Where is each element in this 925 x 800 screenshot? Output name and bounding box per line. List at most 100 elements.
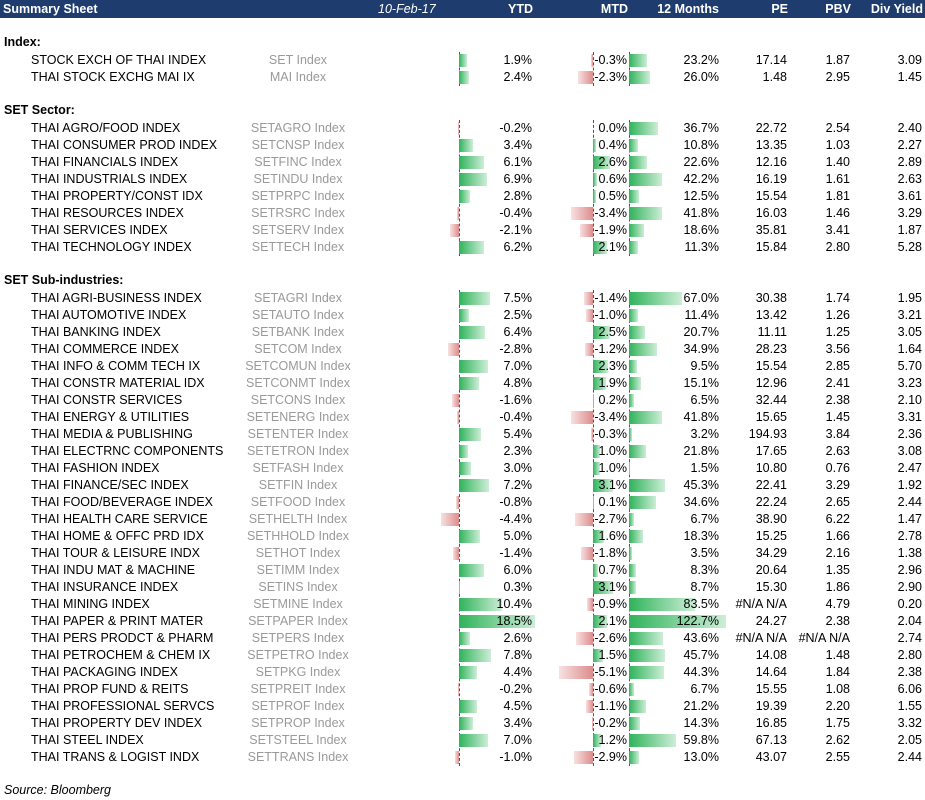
pbv-value: 1.61 (825, 172, 850, 186)
index-name: THAI BANKING INDEX (31, 325, 161, 339)
m12-bar (629, 462, 631, 475)
pe-value: 16.85 (755, 716, 787, 730)
index-ticker: SET Index (268, 53, 328, 67)
ytd-bar (453, 547, 459, 560)
table-row: THAI TOUR & LEISURE INDX SETHOT Index -1.4… (0, 545, 925, 562)
pbv-value: 3.84 (825, 427, 850, 441)
ytd-value: -4.4% (499, 512, 532, 526)
table-row: THAI PACKAGING INDEX SETPKG Index 4.4% -5.1… (0, 664, 925, 681)
pe-value: 28.23 (755, 342, 787, 356)
mtd-bar (583, 292, 593, 305)
index-name: THAI PROPERTY DEV INDEX (31, 716, 203, 730)
index-ticker: SETSERV Index (251, 223, 345, 237)
m12-bar (629, 700, 646, 713)
table-row: THAI PAPER & PRINT MATER SETPAPER Index 18… (0, 613, 925, 630)
pe-value: 16.19 (755, 172, 787, 186)
ytd-bar (459, 598, 502, 611)
ytd-value: 3.4% (503, 716, 533, 730)
mtd-value: 1.2% (598, 733, 628, 747)
ytd-bar (459, 139, 473, 152)
ytd-value: 6.1% (503, 155, 533, 169)
ytd-value: 4.4% (503, 665, 533, 679)
div-yield-value: 2.40 (897, 121, 922, 135)
index-name: THAI TRANS & LOGIST INDX (31, 750, 200, 764)
ytd-value: 0.3% (503, 580, 533, 594)
ytd-bar (459, 326, 486, 339)
index-name: THAI INDU MAT & MACHINE (31, 563, 196, 577)
ytd-bar (459, 649, 491, 662)
sheet-title: Summary Sheet (3, 2, 98, 16)
index-name: THAI HEALTH CARE SERVICE (31, 512, 208, 526)
ytd-bar (447, 343, 459, 356)
ytd-value: -1.0% (499, 750, 532, 764)
twelve-month-value: 8.7% (690, 580, 720, 594)
m12-bar (629, 445, 647, 458)
index-name: THAI CONSTR MATERIAL IDX (31, 376, 205, 390)
mtd-value: -1.8% (594, 546, 627, 560)
ytd-value: 6.9% (503, 172, 533, 186)
div-yield-value: 3.23 (897, 376, 922, 390)
pbv-value: 2.38 (825, 393, 850, 407)
ytd-bar (459, 173, 488, 186)
pe-value: 17.14 (755, 53, 787, 67)
mtd-value: 3.1% (598, 580, 628, 594)
twelve-month-value: 15.1% (683, 376, 719, 390)
index-name: THAI INDUSTRIALS INDEX (31, 172, 188, 186)
mtd-bar (570, 411, 593, 424)
mtd-bar (586, 309, 593, 322)
mtd-bar (593, 173, 597, 186)
index-ticker: MAI Index (269, 70, 327, 84)
table-row: THAI TRANS & LOGIST INDX SETTRANS Index -1… (0, 749, 925, 766)
pe-value: 15.65 (755, 410, 787, 424)
div-yield-value: 2.05 (897, 733, 922, 747)
pe-value: 38.90 (755, 512, 787, 526)
ytd-value: 6.2% (503, 240, 533, 254)
index-ticker: SETPROP Index (251, 716, 345, 730)
ytd-value: -0.2% (499, 121, 532, 135)
index-name: THAI FOOD/BEVERAGE INDEX (31, 495, 213, 509)
m12-bar (629, 377, 641, 390)
index-name: THAI FINANCIALS INDEX (31, 155, 179, 169)
m12-bar (629, 343, 657, 356)
twelve-month-value: 83.5% (683, 597, 719, 611)
div-yield-value: 2.90 (897, 580, 922, 594)
mtd-value: 0.6% (598, 172, 628, 186)
m12-bar (629, 751, 640, 764)
mtd-bar (593, 156, 611, 169)
pbv-value: 1.66 (825, 529, 850, 543)
table-row: THAI PETROCHEM & CHEM IX SETPETRO Index 7.… (0, 647, 925, 664)
twelve-month-value: 3.2% (690, 427, 720, 441)
mtd-value: 2.1% (598, 240, 628, 254)
index-ticker: SETSTEEL Index (249, 733, 347, 747)
twelve-month-value: 6.5% (690, 393, 720, 407)
ytd-value: 4.5% (503, 699, 533, 713)
pe-value: 22.41 (755, 478, 787, 492)
index-name: THAI TOUR & LEISURE INDX (31, 546, 201, 560)
mtd-value: 1.9% (598, 376, 628, 390)
index-ticker: SETPERS Index (251, 631, 345, 645)
ytd-bar (459, 700, 478, 713)
index-name: THAI PACKAGING INDEX (31, 665, 179, 679)
twelve-month-value: 43.6% (683, 631, 719, 645)
m12-bar (629, 530, 644, 543)
m12-bar (629, 241, 638, 254)
mtd-value: 0.0% (598, 121, 628, 135)
twelve-month-value: 11.4% (684, 308, 719, 322)
m12-bar (629, 411, 663, 424)
m12-bar (629, 564, 636, 577)
m12-bar (629, 581, 636, 594)
table-row: THAI TECHNOLOGY INDEX SETTECH Index 6.2% 2.… (0, 239, 925, 256)
ytd-bar (455, 496, 459, 509)
mtd-bar (593, 241, 607, 254)
pe-value: 35.81 (755, 223, 787, 237)
mtd-value: 2.5% (598, 325, 628, 339)
div-yield-value: 1.55 (897, 699, 922, 713)
index-ticker: SETPRPC Index (251, 189, 345, 203)
m12-bar (629, 496, 657, 509)
pbv-value: 1.86 (825, 580, 850, 594)
ytd-bar (459, 445, 469, 458)
m12-bar (629, 666, 664, 679)
mtd-bar (593, 394, 595, 407)
mtd-value: -2.6% (594, 631, 627, 645)
index-name: THAI PROPERTY/CONST IDX (31, 189, 203, 203)
